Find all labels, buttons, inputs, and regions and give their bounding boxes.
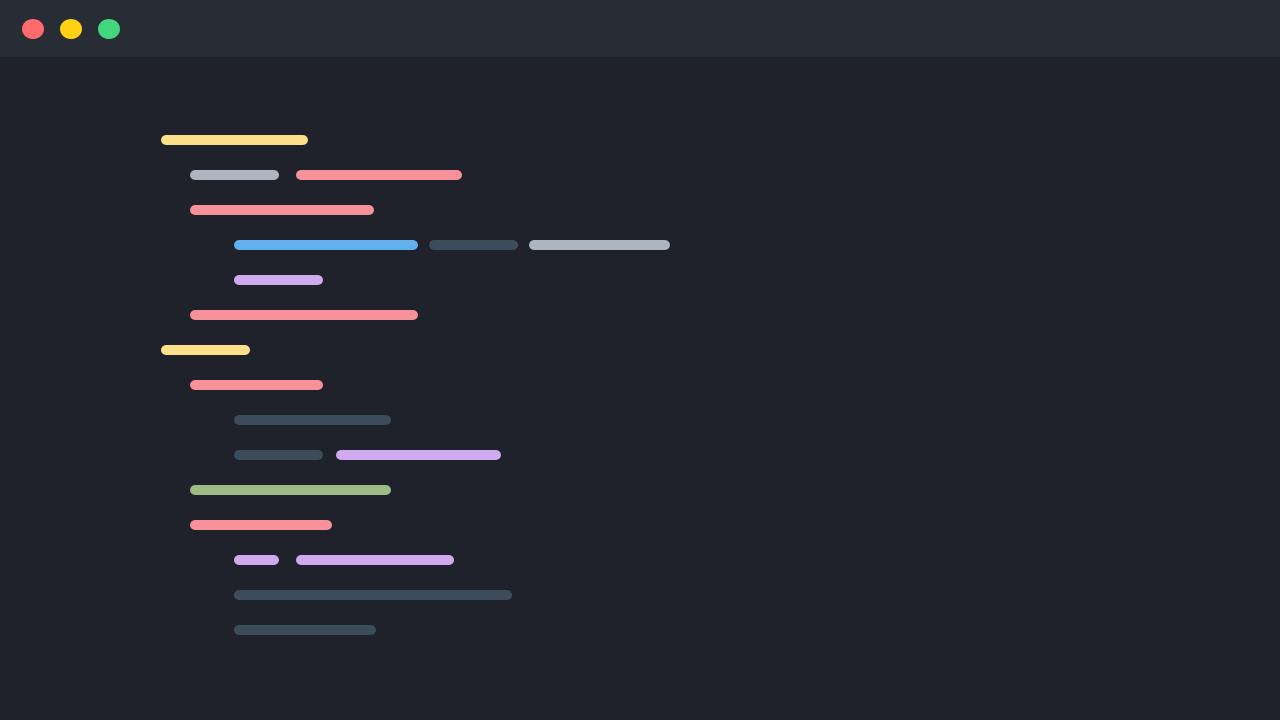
code-token-placeholder: [234, 450, 323, 460]
code-token-placeholder: [190, 380, 323, 390]
code-token-placeholder: [336, 450, 501, 460]
code-token-placeholder: [296, 170, 462, 180]
code-token-placeholder: [234, 625, 376, 635]
code-token-placeholder: [234, 240, 418, 250]
code-token-placeholder: [190, 520, 332, 530]
code-token-placeholder: [529, 240, 670, 250]
code-token-placeholder: [161, 345, 250, 355]
code-token-placeholder: [190, 205, 374, 215]
code-token-placeholder: [296, 555, 454, 565]
code-editor[interactable]: [0, 57, 1280, 720]
code-token-placeholder: [234, 275, 323, 285]
code-token-placeholder: [190, 485, 391, 495]
code-token-placeholder: [234, 415, 391, 425]
title-bar: [0, 0, 1280, 57]
close-button[interactable]: [22, 19, 44, 39]
code-token-placeholder: [190, 170, 279, 180]
code-token-placeholder: [161, 135, 308, 145]
code-token-placeholder: [190, 310, 418, 320]
maximize-button[interactable]: [98, 19, 120, 39]
minimize-button[interactable]: [60, 19, 82, 39]
code-token-placeholder: [429, 240, 518, 250]
code-token-placeholder: [234, 590, 512, 600]
code-token-placeholder: [234, 555, 279, 565]
